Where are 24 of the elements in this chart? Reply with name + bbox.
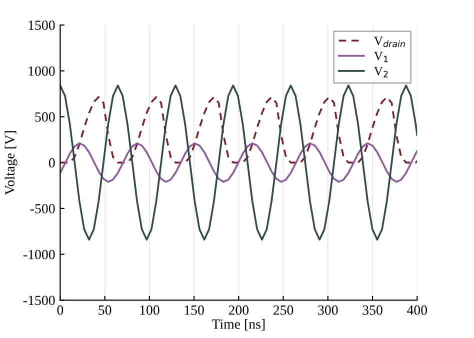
y-axis-title: Voltage [V]	[4, 131, 18, 195]
x-tick-label: 0	[57, 305, 64, 315]
legend-label: V$_{2}$	[374, 67, 388, 78]
y-tick-label: 0	[48, 158, 55, 168]
x-tick-label: 350	[362, 305, 382, 315]
line-series	[60, 142, 418, 183]
line-series	[60, 96, 418, 164]
y-tick-label: 1000	[28, 66, 55, 76]
x-tick-label: 250	[273, 305, 294, 315]
x-tick-label: 300	[318, 305, 338, 315]
y-tick-label: -1500	[23, 296, 55, 306]
x-tick-label: 400	[406, 305, 428, 315]
y-tick-label: 500	[35, 112, 55, 122]
x-tick-label: 50	[98, 305, 112, 315]
x-tick-label: 100	[140, 305, 160, 315]
x-axis-title: Time [ns]	[212, 318, 265, 330]
y-tick-label: 1500	[28, 20, 55, 30]
line-series	[60, 84, 418, 241]
x-tick-label: 150	[184, 305, 204, 315]
legend-label: V$_{1}$	[374, 52, 388, 62]
y-tick-label: -500	[30, 204, 55, 214]
legend-label: V$_{drain}$	[374, 36, 405, 48]
y-tick-label: -1000	[23, 250, 55, 260]
x-tick-label: 200	[228, 305, 249, 315]
